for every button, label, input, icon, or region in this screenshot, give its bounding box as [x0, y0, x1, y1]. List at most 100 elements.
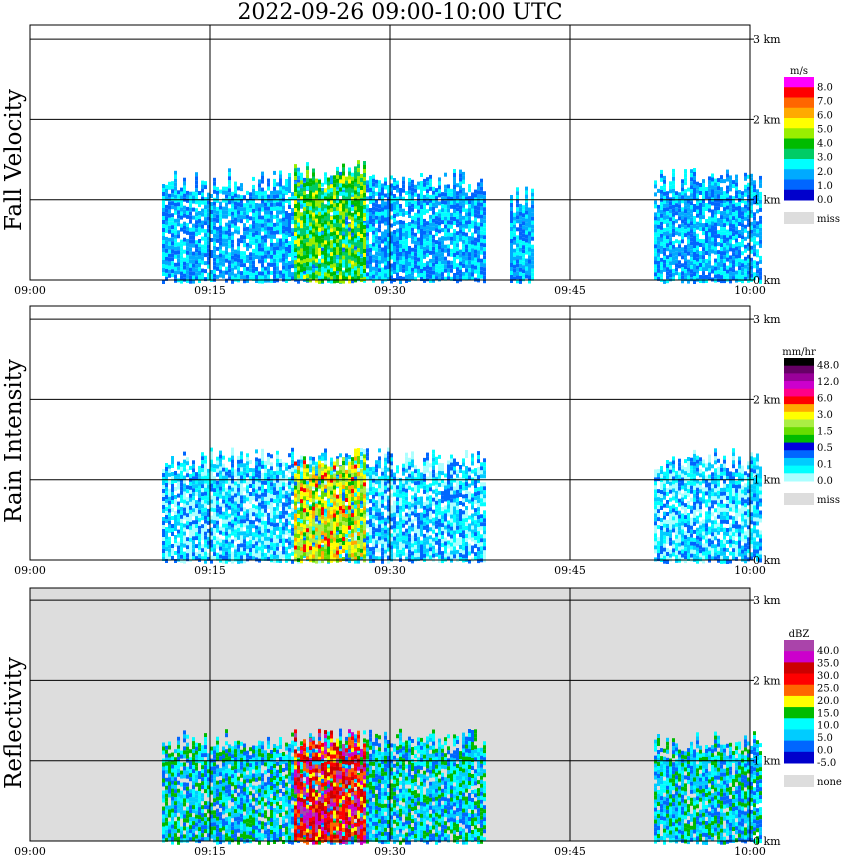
echo-cell [267, 532, 270, 537]
echo-cell [699, 219, 702, 223]
echo-cell [192, 223, 195, 228]
echo-cell [375, 215, 378, 220]
echo-cell [267, 246, 270, 251]
echo-cell [219, 237, 222, 242]
echo-cell [753, 216, 756, 221]
echo-cell [285, 514, 288, 519]
echo-cell [207, 228, 210, 233]
echo-cell [189, 549, 192, 554]
echo-cell [252, 200, 255, 205]
echo-cell [660, 173, 663, 178]
echo-cell [234, 189, 237, 194]
echo-cell [198, 529, 201, 534]
echo-cell [222, 519, 225, 524]
echo-cell [279, 467, 282, 471]
echo-cell [243, 259, 246, 264]
echo-cell [354, 234, 357, 239]
echo-cell [210, 254, 213, 258]
echo-cell [756, 197, 759, 202]
echo-cell [711, 213, 714, 218]
echo-cell [510, 203, 513, 207]
echo-cell [213, 500, 216, 505]
echo-cell [213, 508, 216, 513]
echo-cell [258, 550, 261, 555]
echo-cell [468, 196, 471, 201]
echo-cell [510, 259, 513, 263]
echo-cell [246, 206, 249, 211]
echo-cell [333, 227, 336, 232]
echo-cell [414, 236, 417, 241]
echo-cell [372, 222, 375, 227]
echo-cell [258, 558, 261, 563]
echo-cell [243, 279, 246, 284]
echo-cell [465, 236, 468, 241]
echo-cell [240, 183, 243, 188]
echo-cell [219, 538, 222, 543]
echo-cell [180, 558, 183, 563]
echo-cell [177, 266, 180, 271]
echo-cell [285, 530, 288, 535]
echo-cell [249, 244, 252, 249]
echo-cell [372, 242, 375, 247]
echo-cell [309, 206, 312, 211]
echo-cell [240, 543, 243, 548]
echo-cell [351, 172, 354, 177]
echo-cell [420, 225, 423, 229]
echo-cell [192, 496, 195, 501]
echo-cell [192, 480, 195, 485]
echo-cell [273, 519, 276, 524]
echo-cell [336, 250, 339, 255]
echo-cell [243, 499, 246, 504]
echo-cell [321, 238, 324, 243]
echo-cell [237, 202, 240, 207]
echo-cell [693, 264, 696, 268]
echo-cell [285, 255, 288, 259]
echo-cell [363, 257, 366, 261]
echo-cell [450, 248, 453, 253]
echo-cell [171, 241, 174, 246]
echo-cell [441, 248, 444, 253]
echo-cell [369, 212, 372, 216]
echo-cell [744, 228, 747, 233]
echo-cell [471, 196, 474, 201]
echo-cell [753, 220, 756, 225]
echo-cell [483, 251, 486, 256]
echo-cell [690, 261, 693, 266]
echo-cell [333, 207, 336, 212]
echo-cell [240, 259, 243, 264]
echo-cell [222, 262, 225, 267]
echo-cell [471, 252, 474, 257]
echo-cell [528, 279, 531, 284]
echo-cell [192, 504, 195, 509]
echo-cell [165, 463, 168, 467]
echo-cell [684, 205, 687, 210]
echo-cell [258, 247, 261, 252]
echo-cell [681, 207, 684, 212]
echo-cell [225, 543, 228, 548]
echo-cell [198, 537, 201, 542]
echo-cell [306, 222, 309, 227]
echo-cell [252, 540, 255, 545]
echo-cell [285, 554, 288, 559]
echo-cell [693, 248, 696, 252]
echo-cell [288, 465, 291, 470]
echo-cell [357, 164, 360, 169]
echo-cell [258, 195, 261, 200]
echo-cell [246, 202, 249, 207]
echo-cell [162, 497, 165, 501]
echo-cell [234, 261, 237, 266]
echo-cell [726, 185, 729, 190]
echo-cell [315, 202, 318, 207]
echo-cell [207, 476, 210, 481]
echo-cell [228, 553, 231, 558]
echo-cell [246, 457, 249, 462]
echo-cell [666, 247, 669, 252]
echo-cell [675, 203, 678, 208]
echo-cell [261, 215, 264, 220]
echo-cell [696, 241, 699, 246]
echo-cell [183, 181, 186, 186]
echo-cell [666, 191, 669, 196]
echo-cell [183, 225, 186, 230]
echo-cell [264, 496, 267, 501]
